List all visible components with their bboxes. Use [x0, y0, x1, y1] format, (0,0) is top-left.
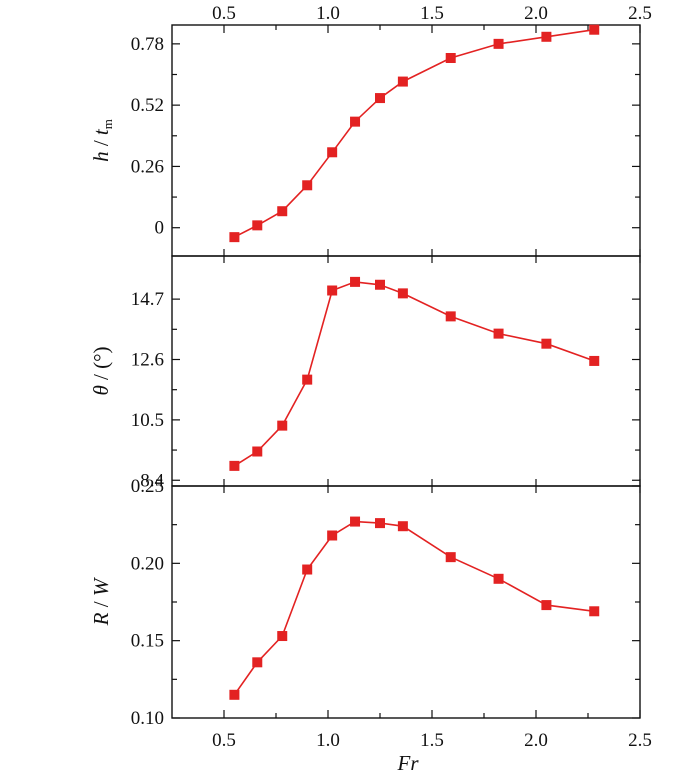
data-point — [375, 93, 385, 104]
data-point — [445, 53, 456, 63]
y-tick-label: 14.7 — [131, 289, 164, 310]
y-tick-label: 0.52 — [131, 95, 164, 116]
y-axis-label-separator: / (°) — [89, 346, 113, 385]
data-point — [397, 288, 408, 299]
y-axis-label-separator: / — [89, 135, 113, 151]
y-axis-label: h / tm — [89, 119, 115, 162]
data-point — [541, 31, 552, 42]
x-tick-label-top: 2.0 — [524, 3, 548, 24]
series-line — [233, 520, 595, 696]
data-point — [445, 552, 456, 563]
y-tick-label: 0.25 — [131, 476, 164, 497]
x-tick-label-bottom: 2.5 — [628, 730, 652, 751]
data-point — [302, 180, 313, 191]
data-point — [493, 573, 504, 584]
x-tick-label-bottom: 0.5 — [212, 730, 236, 751]
y-axis-label-symbol-2: W — [89, 576, 113, 596]
data-point — [277, 206, 288, 217]
data-point — [589, 606, 600, 617]
data-point — [375, 279, 385, 290]
data-point — [327, 147, 338, 158]
data-point — [229, 232, 240, 243]
data-point — [445, 311, 456, 322]
x-tick-label-bottom: 2.0 — [524, 730, 548, 751]
x-tick-label-top: 0.5 — [212, 3, 236, 24]
data-point — [589, 24, 600, 35]
y-axis-label-symbol: θ — [89, 385, 113, 395]
y-axis-label-symbol: h — [89, 151, 113, 162]
series-line — [234, 28, 595, 238]
y-axis-label-symbol-2: t — [89, 128, 113, 135]
y-tick-label: 0.78 — [131, 34, 164, 55]
y-tick-label: 8.4 — [140, 470, 164, 491]
panel-3: 0.10 0.15 0.20 0.25 R / W — [89, 476, 641, 729]
x-axis-label: Fr — [397, 751, 420, 771]
panel-1: 0 0.26 0.52 0.78 h / tm — [89, 24, 641, 257]
y-tick-label: 0.10 — [131, 708, 164, 729]
y-tick-label: 0 — [155, 218, 165, 239]
data-point — [350, 516, 361, 527]
data-point — [493, 38, 504, 49]
data-point — [541, 338, 552, 349]
data-point — [589, 355, 600, 366]
data-point — [327, 285, 338, 296]
data-point — [277, 420, 288, 431]
data-point — [397, 76, 408, 87]
x-tick-label-bottom: 1.5 — [420, 730, 444, 751]
panel-2: 8.4 10.5 12.6 14.7 θ / (°) — [89, 255, 641, 491]
data-point — [229, 460, 240, 471]
data-point — [252, 657, 263, 668]
data-point — [397, 521, 408, 532]
data-point — [277, 631, 288, 642]
data-point — [302, 374, 313, 385]
data-point — [302, 564, 313, 575]
y-axis-label-subscript: m — [100, 119, 115, 129]
y-axis-label: R / W — [89, 576, 113, 626]
data-point — [350, 116, 361, 127]
y-tick-label: 0.26 — [131, 156, 164, 177]
y-axis-label-separator: / — [89, 596, 113, 612]
x-tick-label-top: 2.5 — [628, 3, 652, 24]
data-point — [252, 220, 263, 231]
x-tick-label-top: 1.0 — [316, 3, 340, 24]
y-tick-label: 12.6 — [131, 350, 164, 371]
data-point — [350, 276, 361, 287]
y-axis-label-symbol: R — [89, 612, 113, 626]
series-line — [233, 281, 595, 467]
data-point — [493, 328, 504, 339]
y-tick-label: 0.20 — [131, 553, 164, 574]
data-point — [252, 446, 263, 457]
data-point — [327, 530, 338, 541]
y-axis-label: θ / (°) — [89, 346, 113, 395]
x-tick-label-top: 1.5 — [420, 3, 444, 24]
y-tick-label: 0.15 — [131, 631, 164, 652]
panel-frame — [171, 24, 641, 257]
data-point — [229, 689, 240, 700]
data-point — [541, 600, 552, 611]
x-tick-label-bottom: 1.0 — [316, 730, 340, 751]
data-point — [375, 518, 385, 529]
y-tick-label: 10.5 — [131, 410, 164, 431]
